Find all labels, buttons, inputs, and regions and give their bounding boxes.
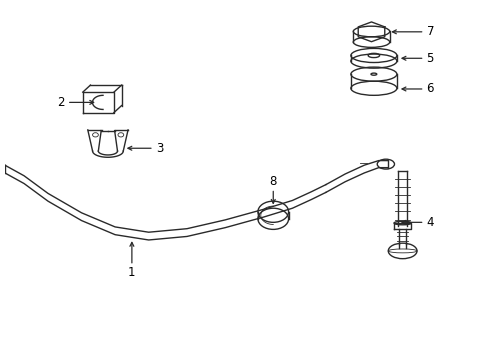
Text: 6: 6 [426, 82, 433, 95]
Text: 2: 2 [57, 96, 64, 109]
Text: 8: 8 [269, 175, 276, 189]
Text: 5: 5 [426, 52, 433, 65]
Text: 4: 4 [426, 216, 433, 229]
Text: 7: 7 [426, 25, 433, 38]
Text: 1: 1 [128, 266, 135, 279]
Text: 3: 3 [156, 142, 163, 155]
